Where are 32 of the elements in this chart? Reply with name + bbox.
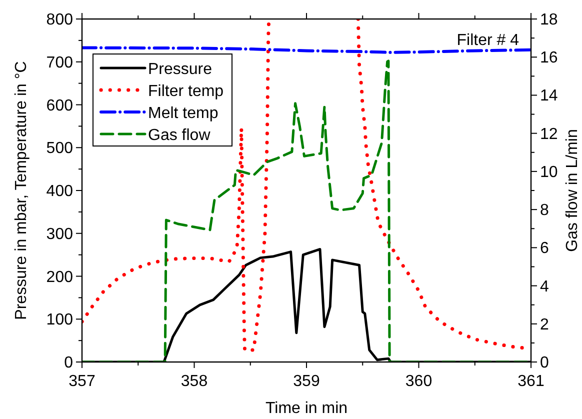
y2-tick-label: 16 — [540, 50, 558, 67]
y2-tick-label: 4 — [540, 278, 549, 296]
x-tick-label: 358 — [180, 373, 208, 390]
y2-tick-label: 12 — [540, 126, 558, 143]
x-tick-label: 359 — [293, 373, 320, 390]
legend-label: Filter temp — [148, 83, 224, 100]
legend-label: Melt temp — [148, 105, 218, 122]
y2-tick-label: 10 — [540, 164, 558, 181]
y-tick-label: 600 — [46, 97, 74, 114]
y2-axis-title: Gas flow in L/min — [564, 129, 581, 252]
x-axis-title: Time in min — [265, 400, 348, 417]
y2-tick-label: 2 — [540, 316, 549, 334]
y-tick-label: 300 — [46, 226, 74, 243]
x-tick-label: 361 — [518, 373, 544, 390]
x-tick-label: 357 — [68, 373, 96, 390]
y-tick-label: 400 — [46, 183, 74, 200]
y-tick-label: 500 — [46, 140, 74, 158]
y-tick-label: 100 — [46, 312, 74, 329]
y-tick-label: 0 — [64, 354, 74, 372]
y-tick-label: 200 — [46, 268, 74, 286]
legend-label: Pressure — [148, 61, 212, 78]
y2-tick-label: 14 — [540, 88, 558, 105]
y2-tick-label: 8 — [540, 202, 549, 220]
y-tick-label: 700 — [46, 54, 74, 72]
y-axis-title: Pressure in mbar, Temperature in °C — [13, 61, 30, 320]
y2-tick-label: 18 — [540, 12, 558, 28]
x-tick-label: 360 — [405, 373, 432, 390]
legend-label: Gas flow — [148, 127, 211, 144]
y2-tick-label: 0 — [540, 354, 549, 372]
y2-tick-label: 6 — [540, 240, 549, 258]
annotation: Filter # 4 — [456, 32, 520, 49]
y-tick-label: 800 — [46, 12, 74, 28]
